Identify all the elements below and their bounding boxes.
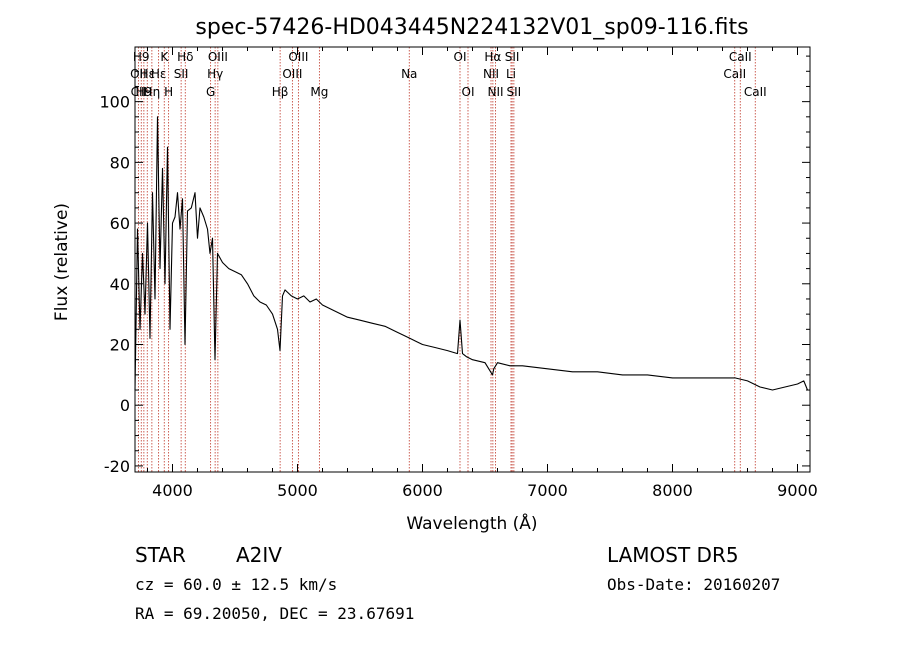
line-label: OI <box>462 85 475 99</box>
line-label: Hη <box>144 85 161 99</box>
x-tick-label: 6000 <box>402 481 443 500</box>
y-tick-label: 100 <box>99 93 130 112</box>
y-tick-label: 60 <box>110 214 130 233</box>
x-tick-label: 7000 <box>527 481 568 500</box>
line-label: OII <box>130 67 147 81</box>
redshift-cz: cz = 60.0 ± 12.5 km/s <box>135 575 337 594</box>
x-axis-label: Wavelength (Å) <box>406 512 537 534</box>
line-label: Hε <box>139 67 155 81</box>
line-label: CaII <box>744 85 767 99</box>
object-subclass: A2IV <box>236 543 282 567</box>
line-label: OIII <box>288 50 308 64</box>
line-label: SII <box>505 50 520 64</box>
line-label: Mg <box>310 85 328 99</box>
line-label: H9 <box>136 85 153 99</box>
line-label: Hε <box>151 67 167 81</box>
y-tick-label: 20 <box>110 336 130 355</box>
line-label: G <box>206 85 215 99</box>
object-type: STAR <box>135 543 186 567</box>
line-label: Na <box>401 67 417 81</box>
survey-name: LAMOST DR5 <box>607 543 739 567</box>
line-label: NII <box>487 85 503 99</box>
chart-title: spec-57426-HD043445N224132V01_sp09-116.f… <box>195 15 748 40</box>
y-tick-label: 80 <box>110 153 130 172</box>
line-label: SII <box>507 85 522 99</box>
spectrum-series <box>134 116 809 391</box>
line-label: Hδ <box>177 50 193 64</box>
line-label: OIII <box>208 50 228 64</box>
line-label: CaII <box>729 50 752 64</box>
line-label: Hβ <box>272 85 289 99</box>
plot-frame <box>134 46 811 473</box>
line-label: SII <box>174 67 189 81</box>
y-tick-label: 0 <box>120 396 130 415</box>
x-tick-label: 8000 <box>652 481 693 500</box>
x-tick-label: 9000 <box>777 481 818 500</box>
line-label: OI <box>454 50 467 64</box>
line-label: H <box>164 85 173 99</box>
x-axis-ticks: 4000 5000 6000 7000 8000 9000 <box>147 47 818 500</box>
spectral-line-markers <box>137 47 756 472</box>
y-axis-ticks: -20 0 20 40 60 80 100 <box>99 55 810 476</box>
x-tick-label: 4000 <box>152 481 193 500</box>
x-tick-label: 5000 <box>277 481 318 500</box>
coordinates: RA = 69.20050, DEC = 23.67691 <box>135 604 414 623</box>
line-label: OIII <box>282 67 302 81</box>
y-tick-label: -20 <box>104 457 130 476</box>
line-label: Hγ <box>207 67 223 81</box>
obs-date: Obs-Date: 20160207 <box>607 575 780 594</box>
y-axis-label: Flux (relative) <box>52 203 72 321</box>
line-label: NII <box>483 67 499 81</box>
y-tick-label: 40 <box>110 275 130 294</box>
line-label: H9 <box>133 50 150 64</box>
line-label: CaII <box>723 67 746 81</box>
line-label: K <box>160 50 169 64</box>
spectrum-line <box>134 116 809 391</box>
line-label: Li <box>506 67 516 81</box>
line-label: Hα <box>484 50 501 64</box>
